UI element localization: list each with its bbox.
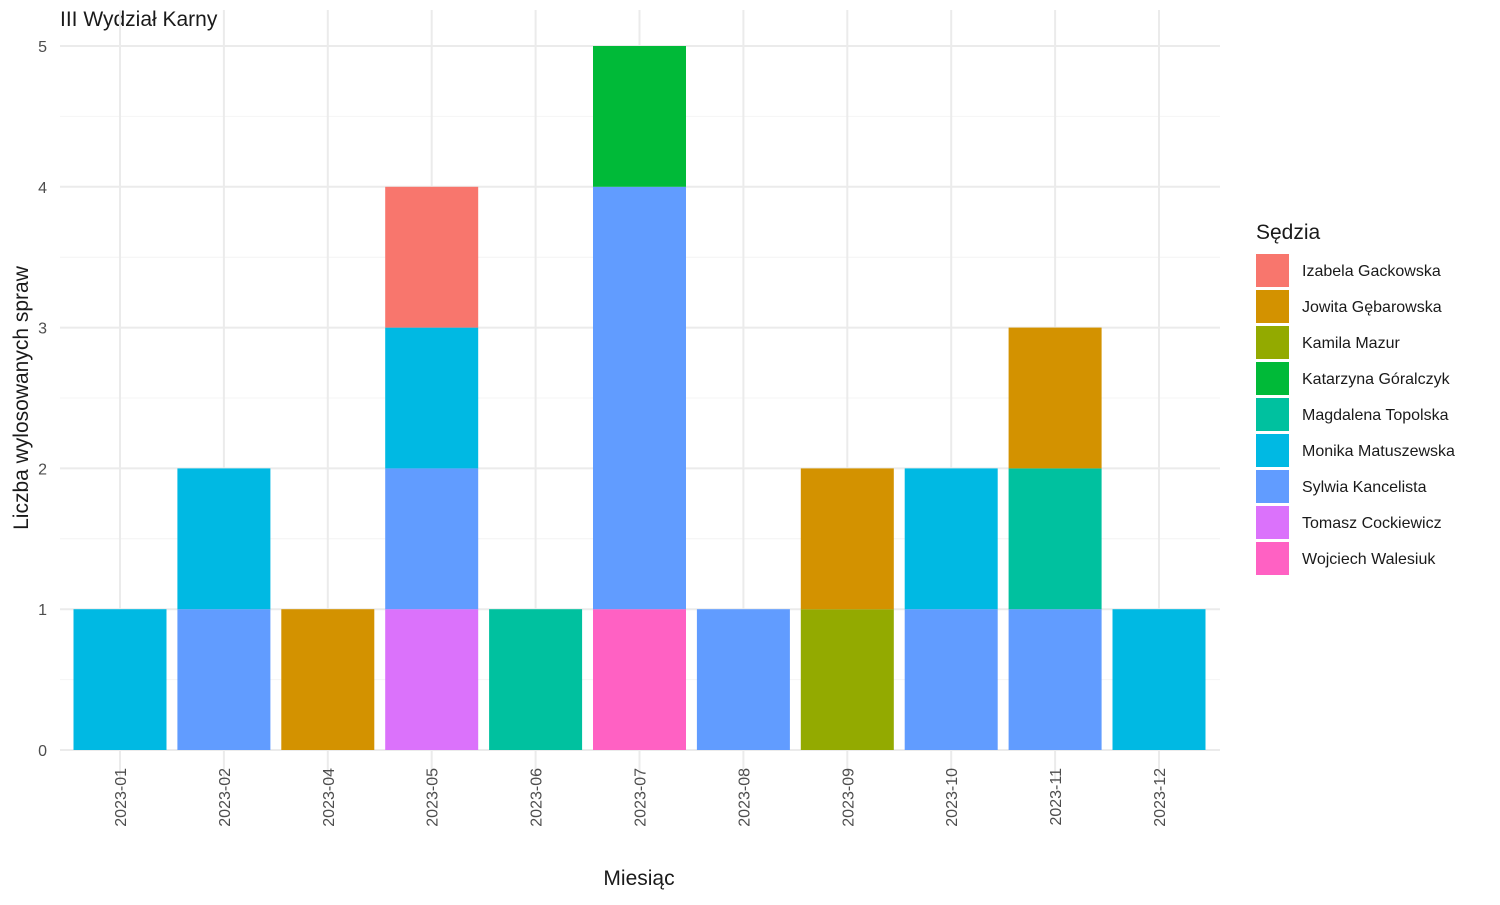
legend-key <box>1256 290 1289 323</box>
legend-label: Kamila Mazur <box>1302 335 1400 352</box>
legend-label: Katarzyna Góralczyk <box>1302 371 1451 388</box>
x-tick-label: 2023-01 <box>113 768 130 827</box>
legend-key <box>1256 542 1289 575</box>
bar-segment-2023-05-izabela-gackowska <box>385 186 479 328</box>
bar-segment-2023-12-monika-matuszewska <box>1112 609 1206 750</box>
legend-key <box>1256 362 1289 395</box>
legend-label: Magdalena Topolska <box>1302 407 1449 424</box>
bar-segment-2023-11-jowita-g-barowska <box>1008 327 1102 469</box>
legend-title: Sędzia <box>1256 221 1321 244</box>
bar-segment-2023-02-monika-matuszewska <box>177 468 271 610</box>
legend-key <box>1256 326 1289 359</box>
bar-segment-2023-06-magdalena-topolska <box>489 609 583 750</box>
x-axis-ticks: 2023-01 2023-02 2023-04 2023-05 2023-06 2023-… <box>113 768 1169 827</box>
legend-label: Jowita Gębarowska <box>1302 299 1442 316</box>
legend-label: Monika Matuszewska <box>1302 443 1455 460</box>
y-tick-label: 5 <box>38 39 47 56</box>
x-tick-label: 2023-07 <box>633 768 650 827</box>
legend: Sędzia Izabela Gackowska Jowita Gębarowsk… <box>1256 221 1455 575</box>
bar-segment-2023-01-monika-matuszewska <box>73 609 167 750</box>
legend-label: Izabela Gackowska <box>1302 263 1441 280</box>
x-tick-label: 2023-02 <box>217 768 234 827</box>
bar-segment-2023-11-magdalena-topolska <box>1008 468 1102 610</box>
bar-segment-2023-05-sylwia-kancelista <box>385 468 479 610</box>
x-axis-title: Miesiąc <box>603 867 674 890</box>
y-axis-title: Liczba wylosowanych spraw <box>10 265 33 530</box>
legend-label: Wojciech Walesiuk <box>1302 551 1436 568</box>
legend-key <box>1256 434 1289 467</box>
x-tick-label: 2023-12 <box>1152 768 1169 827</box>
bar-segment-2023-02-sylwia-kancelista <box>177 609 271 750</box>
y-tick-label: 0 <box>38 743 47 760</box>
y-tick-label: 4 <box>38 180 47 197</box>
bar-segment-2023-07-katarzyna-g-ralczyk <box>593 46 686 187</box>
chart-title: III Wydział Karny <box>60 8 218 31</box>
y-tick-label: 3 <box>38 321 47 338</box>
bar-segment-2023-09-jowita-g-barowska <box>800 468 894 610</box>
bar-segment-2023-08-sylwia-kancelista <box>696 609 790 750</box>
legend-key <box>1256 398 1289 431</box>
bar-segment-2023-11-sylwia-kancelista <box>1008 609 1102 750</box>
legend-label: Sylwia Kancelista <box>1302 479 1427 496</box>
legend-label: Tomasz Cockiewicz <box>1302 515 1442 532</box>
bar-segment-2023-09-kamila-mazur <box>800 609 894 750</box>
bar-segment-2023-05-tomasz-cockiewicz <box>385 609 479 750</box>
x-tick-label: 2023-04 <box>321 768 338 827</box>
x-tick-label: 2023-11 <box>1048 768 1065 826</box>
bar-segment-2023-10-sylwia-kancelista <box>904 609 998 750</box>
bars <box>73 46 1206 750</box>
x-tick-label: 2023-09 <box>840 768 857 827</box>
bar-segment-2023-07-wojciech-walesiuk <box>593 609 686 750</box>
x-tick-label: 2023-05 <box>425 768 442 827</box>
bar-segment-2023-07-sylwia-kancelista <box>593 186 686 610</box>
x-tick-label: 2023-08 <box>736 768 753 827</box>
y-tick-label: 2 <box>38 461 47 478</box>
legend-key <box>1256 506 1289 539</box>
y-axis-ticks: 0 1 2 3 4 5 <box>38 39 47 760</box>
x-tick-label: 2023-10 <box>944 768 961 827</box>
bar-segment-2023-05-monika-matuszewska <box>385 327 479 469</box>
bar-segment-2023-10-monika-matuszewska <box>904 468 998 610</box>
bar-segment-2023-04-jowita-g-barowska <box>281 609 375 750</box>
y-tick-label: 1 <box>38 602 47 619</box>
legend-key <box>1256 254 1289 287</box>
x-tick-label: 2023-06 <box>529 768 546 827</box>
legend-key <box>1256 470 1289 503</box>
